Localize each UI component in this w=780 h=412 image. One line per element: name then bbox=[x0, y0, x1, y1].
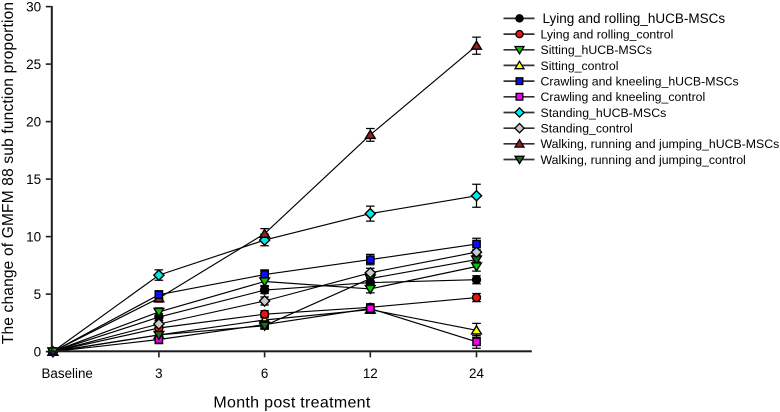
svg-text:Standing_hUCB-MSCs: Standing_hUCB-MSCs bbox=[541, 106, 667, 120]
svg-text:Walking, running and jumping_c: Walking, running and jumping_control bbox=[541, 153, 746, 167]
svg-text:Walking, running and jumping_h: Walking, running and jumping_hUCB-MSCs bbox=[541, 137, 780, 151]
svg-text:10: 10 bbox=[26, 229, 41, 244]
svg-text:24: 24 bbox=[469, 366, 484, 381]
svg-text:5: 5 bbox=[34, 287, 42, 302]
svg-text:Standing_control: Standing_control bbox=[541, 122, 633, 136]
svg-text:15: 15 bbox=[26, 172, 41, 187]
svg-text:The change of GMFM 88 sub func: The change of GMFM 88 sub function propo… bbox=[0, 2, 17, 344]
svg-text:Month post treatment: Month post treatment bbox=[213, 395, 370, 412]
svg-text:12: 12 bbox=[363, 366, 378, 381]
svg-text:25: 25 bbox=[26, 57, 41, 72]
svg-text:20: 20 bbox=[26, 114, 41, 129]
svg-text:Baseline: Baseline bbox=[42, 366, 93, 381]
svg-text:0: 0 bbox=[34, 344, 42, 359]
svg-text:Crawling and kneeling_hUCB-MSC: Crawling and kneeling_hUCB-MSCs bbox=[541, 75, 739, 89]
svg-text:3: 3 bbox=[155, 366, 162, 381]
svg-text:30: 30 bbox=[26, 0, 41, 14]
svg-text:Lying and rolling_control: Lying and rolling_control bbox=[541, 28, 674, 42]
svg-text:Sitting_control: Sitting_control bbox=[541, 59, 619, 73]
svg-text:6: 6 bbox=[261, 366, 268, 381]
svg-text:Sitting_hUCB-MSCs: Sitting_hUCB-MSCs bbox=[541, 43, 652, 57]
svg-text:Lying and rolling_hUCB-MSCs: Lying and rolling_hUCB-MSCs bbox=[543, 11, 726, 26]
svg-text:Crawling and kneeling_control: Crawling and kneeling_control bbox=[541, 90, 706, 104]
